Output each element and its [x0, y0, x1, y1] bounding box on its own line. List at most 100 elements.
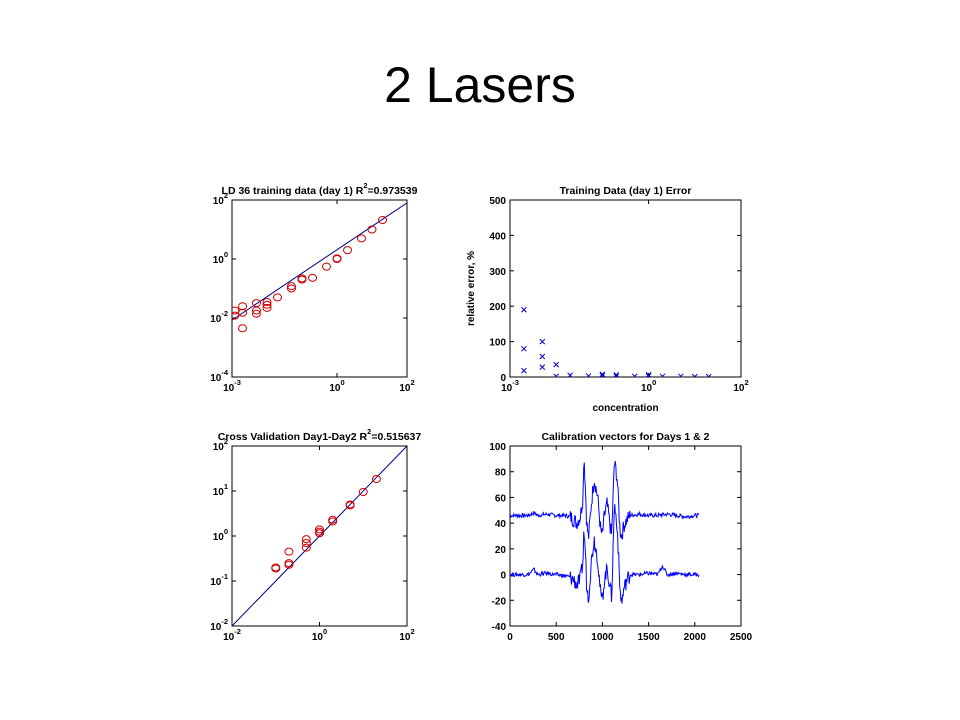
data-point	[262, 303, 272, 312]
y-tick-label: 102	[213, 191, 228, 207]
data-point	[321, 262, 331, 271]
data-point	[315, 525, 324, 534]
data-point	[286, 282, 296, 291]
data-point	[315, 529, 324, 538]
x-axis-label: concentration	[592, 403, 658, 414]
y-tick-label: 400	[489, 231, 506, 242]
y-tick-label: 0	[500, 373, 506, 384]
slide-title: 2 Lasers	[384, 57, 576, 113]
y-tick-label: 101	[213, 482, 228, 498]
data-point	[343, 246, 353, 255]
x-tick-label: 2000	[684, 632, 707, 643]
y-tick-label: -40	[492, 622, 507, 633]
data-point	[301, 535, 311, 544]
data-point	[613, 373, 620, 377]
data-point	[271, 563, 281, 572]
plot-marks	[232, 202, 407, 333]
data-point	[599, 371, 606, 377]
y-tick-label: 10-2	[210, 617, 228, 633]
data-point	[284, 560, 294, 569]
data-point	[599, 372, 606, 377]
x-tick-label: 102	[733, 378, 748, 394]
x-tick-label: 10-2	[223, 627, 241, 643]
data-point	[232, 306, 240, 315]
data-point	[308, 273, 318, 282]
y-tick-label: 40	[495, 519, 507, 530]
y-tick-label: 0	[500, 571, 506, 582]
data-point	[332, 254, 342, 263]
data-point	[553, 361, 560, 368]
subplot-title: Training Data (day 1) Error	[560, 185, 692, 197]
y-tick-label: 100	[489, 442, 506, 453]
data-point	[645, 373, 652, 377]
x-tick-label: 100	[641, 378, 656, 394]
x-tick-label: 100	[329, 378, 344, 394]
y-tick-label: 100	[213, 527, 228, 543]
fit-line	[232, 202, 407, 321]
data-point	[521, 345, 527, 352]
data-point	[378, 215, 388, 224]
x-tick-label: 0	[507, 632, 513, 643]
data-point	[358, 488, 368, 497]
data-point	[297, 275, 307, 284]
subplot-title: LD 36 training data (day 1) R2=0.973539	[222, 181, 418, 197]
subplot-title: Calibration vectors for Days 1 & 2	[541, 431, 709, 443]
x-tick-label: 102	[399, 378, 414, 394]
y-tick-label: 20	[495, 545, 507, 556]
data-point	[645, 372, 652, 377]
data-point	[691, 373, 698, 377]
data-point	[251, 309, 261, 318]
y-tick-label: 80	[495, 468, 507, 479]
data-point	[262, 300, 272, 309]
data-point	[273, 293, 283, 302]
subplot-4: 0 500 1000 1500 2000 2500 -40 -20 0 20 40 60 80 100 Ca…	[489, 431, 752, 643]
data-point	[262, 297, 272, 306]
data-point	[238, 308, 248, 317]
data-point	[284, 547, 294, 556]
data-point	[631, 373, 638, 377]
data-point	[521, 306, 527, 313]
y-tick-label: 10-1	[210, 572, 228, 588]
data-point	[539, 338, 546, 345]
x-tick-label: 10-3	[501, 378, 519, 394]
data-point	[367, 225, 377, 234]
data-point	[345, 501, 355, 510]
data-point	[678, 373, 684, 377]
y-tick-label: 60	[495, 493, 507, 504]
data-point	[539, 353, 546, 360]
data-point	[659, 373, 666, 377]
subplot-2: 10-3 100 102 0 100 200 300 400 500 Training Data …	[466, 185, 749, 414]
x-tick-label: 1000	[591, 632, 614, 643]
y-axis-label: relative error, %	[466, 251, 477, 326]
series-line	[510, 461, 700, 540]
y-tick-label: 102	[213, 437, 228, 453]
data-point	[238, 324, 248, 333]
x-tick-label: 10-3	[223, 378, 241, 394]
subplot-title: Cross Validation Day1-Day2 R2=0.515637	[218, 427, 422, 443]
data-point	[553, 373, 560, 377]
data-point	[371, 474, 381, 483]
y-tick-label: 10-4	[210, 368, 229, 384]
data-point	[301, 543, 311, 552]
plot-marks	[521, 306, 712, 377]
x-tick-label: 100	[312, 627, 327, 643]
y-tick-label: 100	[213, 250, 228, 266]
data-point	[251, 306, 261, 315]
plot-area	[231, 199, 408, 378]
series-line	[510, 504, 700, 604]
x-tick-label: 500	[548, 632, 565, 643]
data-point	[567, 372, 573, 377]
data-point	[232, 311, 240, 320]
y-tick-label: -20	[492, 596, 507, 607]
y-tick-label: 500	[489, 196, 506, 207]
y-tick-label: 10-2	[210, 309, 228, 325]
plot-marks	[232, 446, 407, 626]
data-point	[539, 364, 546, 370]
data-point	[705, 373, 712, 377]
data-point	[613, 372, 620, 377]
y-tick-label: 200	[489, 302, 506, 313]
data-point	[286, 284, 296, 293]
data-point	[356, 234, 366, 243]
y-tick-label: 300	[489, 267, 506, 278]
